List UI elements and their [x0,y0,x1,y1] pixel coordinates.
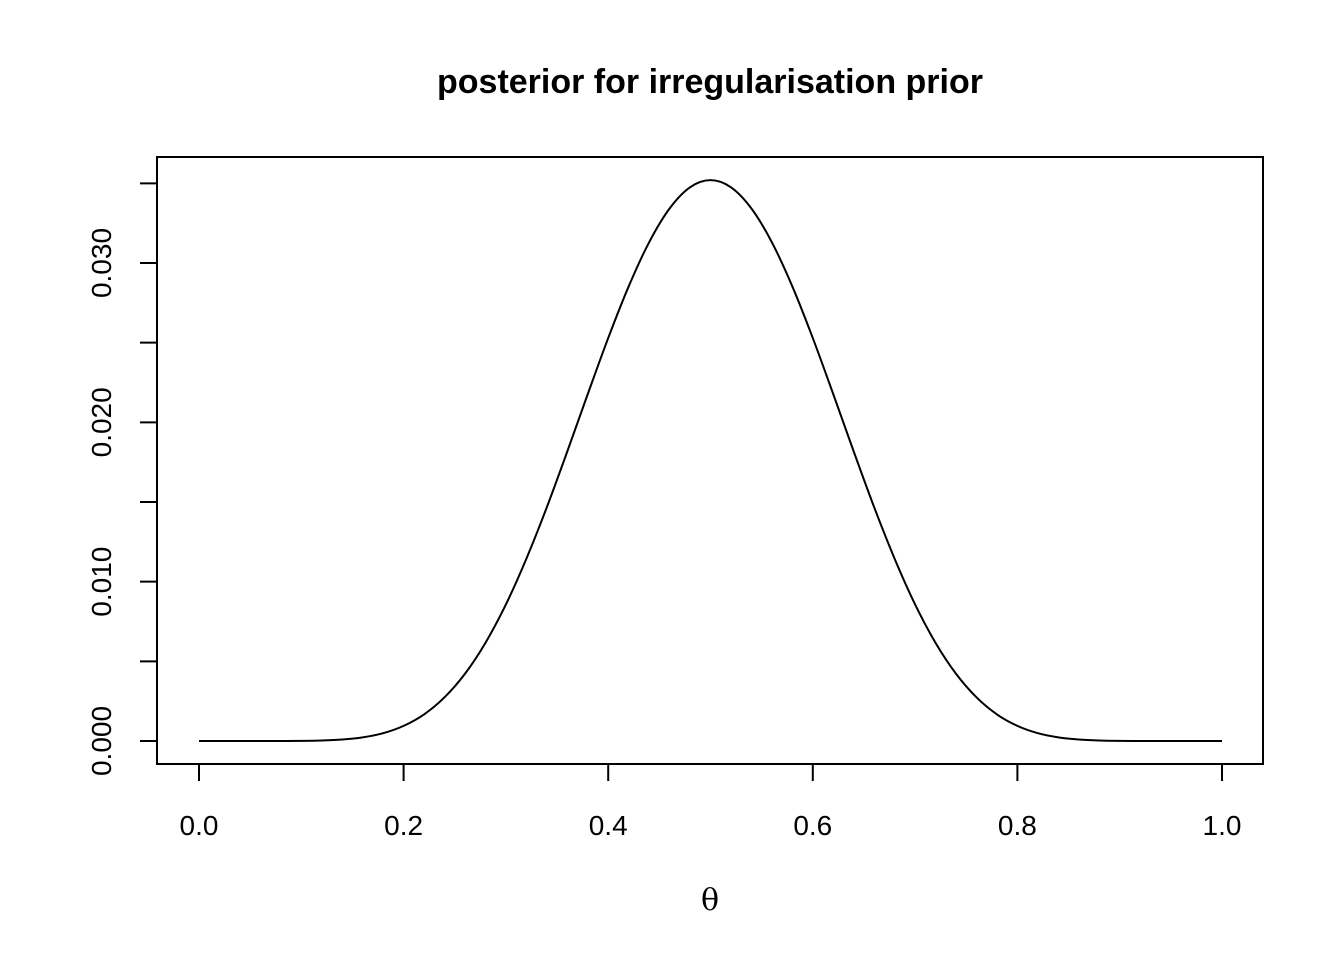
x-tick-label: 0.0 [180,810,219,841]
y-axis: 0.000 0.010 0.020 0.030 [86,182,158,776]
x-axis-label: θ [701,883,719,918]
x-tick-label: 1.0 [1203,810,1242,841]
y-tick-label: 0.010 [86,547,117,617]
y-tick-label: 0.030 [86,228,117,298]
x-tick-label: 0.6 [793,810,832,841]
chart-title: posterior for irregularisation prior [437,63,983,101]
x-tick-label: 0.4 [589,810,628,841]
posterior-curve [199,179,1222,743]
y-tick-label: 0.020 [86,387,117,457]
x-tick-label: 0.2 [384,810,423,841]
x-axis: 0.0 0.2 0.4 0.6 0.8 1.0 [180,763,1242,841]
x-tick-label: 0.8 [998,810,1037,841]
plot-frame [156,156,1264,765]
y-tick-label: 0.000 [86,706,117,776]
